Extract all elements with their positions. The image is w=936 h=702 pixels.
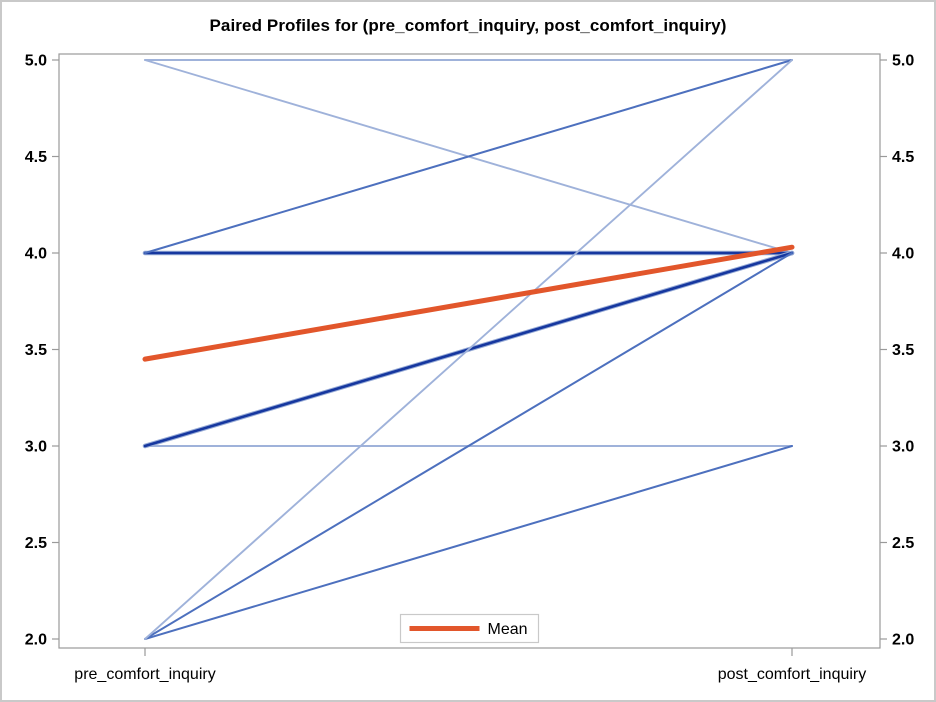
plot-frame (58, 53, 881, 649)
y-axis-label-left: 3.0 (25, 439, 47, 456)
y-axis-label-left: 5.0 (25, 53, 47, 70)
y-axis-label-left: 2.5 (25, 535, 47, 552)
chart-title: Paired Profiles for (pre_comfort_inquiry… (209, 16, 727, 35)
profile-line (144, 445, 793, 640)
y-axis-label-right: 2.5 (892, 535, 914, 552)
x-axis-label: pre_comfort_inquiry (74, 666, 215, 683)
y-axis-label-right: 3.5 (892, 342, 914, 359)
y-axis-label-right: 4.5 (892, 149, 914, 166)
y-axis-label-right: 3.0 (892, 439, 914, 456)
y-axis-label-left: 2.0 (25, 632, 47, 649)
y-axis-label-right: 4.0 (892, 246, 914, 263)
mean-line (142, 244, 795, 362)
y-axis-label-left: 4.5 (25, 149, 47, 166)
y-axis-label-right: 5.0 (892, 53, 914, 70)
legend-mean-label: Mean (488, 621, 528, 638)
y-axis-label-right: 2.0 (892, 632, 914, 649)
profile-line (144, 59, 793, 640)
y-axis-label-left: 4.0 (25, 246, 47, 263)
profile-line (144, 59, 793, 254)
y-axis-label-left: 3.5 (25, 342, 47, 359)
profile-line (144, 252, 793, 640)
x-axis-label: post_comfort_inquiry (718, 666, 867, 683)
